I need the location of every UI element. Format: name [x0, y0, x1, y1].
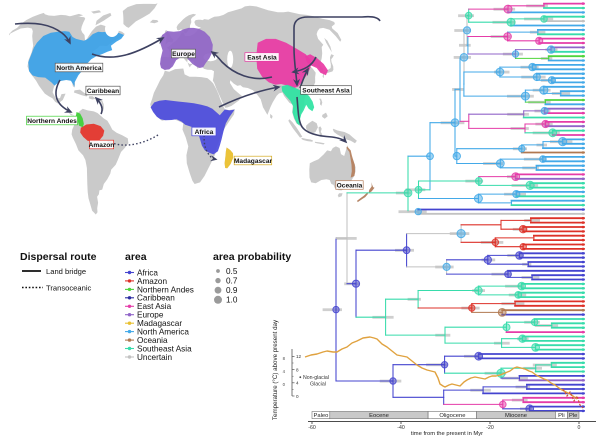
svg-text:4: 4: [296, 381, 299, 386]
svg-text:8: 8: [283, 356, 286, 361]
svg-text:Dispersal route: Dispersal route: [20, 251, 97, 263]
svg-text:0.5: 0.5: [226, 267, 238, 276]
svg-text:0: 0: [296, 394, 299, 399]
svg-text:Land bridge: Land bridge: [46, 267, 86, 276]
svg-text:Pli: Pli: [558, 413, 564, 419]
svg-text:East Asia: East Asia: [137, 302, 172, 311]
svg-text:Oceania: Oceania: [137, 336, 168, 345]
svg-text:East Asia: East Asia: [247, 54, 277, 61]
svg-text:North America: North America: [56, 65, 102, 72]
svg-text:Northern Andes: Northern Andes: [137, 285, 194, 294]
svg-text:area probability: area probability: [213, 251, 291, 263]
svg-text:4: 4: [283, 369, 286, 374]
svg-text:Caribbean: Caribbean: [137, 294, 175, 303]
svg-text:-20: -20: [486, 425, 494, 431]
svg-text:Amazon: Amazon: [137, 277, 167, 286]
svg-text:-60: -60: [308, 425, 316, 431]
svg-text:area: area: [125, 251, 147, 263]
svg-text:Madagascar: Madagascar: [137, 319, 182, 328]
svg-text:Africa: Africa: [195, 129, 214, 136]
svg-text:0: 0: [283, 382, 286, 387]
svg-text:Temperature (°C) above present: Temperature (°C) above present day: [272, 319, 279, 420]
svg-text:12: 12: [296, 354, 302, 359]
svg-text:0.9: 0.9: [226, 286, 238, 295]
svg-text:0: 0: [578, 425, 581, 431]
svg-text:1.0: 1.0: [226, 296, 238, 305]
svg-text:Africa: Africa: [137, 268, 158, 277]
svg-text:Oceania: Oceania: [337, 182, 363, 189]
svg-text:8: 8: [296, 367, 299, 372]
svg-text:time from the present in Myr: time from the present in Myr: [411, 431, 483, 437]
svg-text:Paleo: Paleo: [313, 413, 328, 419]
svg-text:Uncertain: Uncertain: [137, 353, 172, 362]
svg-text:North America: North America: [137, 328, 189, 337]
svg-text:Northern Andes: Northern Andes: [27, 118, 77, 125]
svg-text:Caribbean: Caribbean: [87, 88, 119, 95]
svg-text:Europe: Europe: [172, 51, 195, 58]
svg-text:Southeast Asia: Southeast Asia: [137, 344, 192, 353]
svg-text:Transoceanic: Transoceanic: [46, 284, 92, 293]
svg-text:Glacial: Glacial: [310, 381, 326, 387]
svg-text:Southeast Asia: Southeast Asia: [302, 87, 350, 94]
svg-text:Miocene: Miocene: [505, 413, 527, 419]
svg-text:Non-glacial: Non-glacial: [303, 375, 329, 381]
svg-text:Amazon: Amazon: [89, 142, 115, 149]
svg-text:Oligocene: Oligocene: [439, 413, 465, 419]
svg-text:Europe: Europe: [137, 311, 164, 320]
svg-text:0.7: 0.7: [226, 277, 238, 286]
svg-text:-40: -40: [397, 425, 405, 431]
svg-text:Eocene: Eocene: [369, 413, 389, 419]
svg-text:Ple: Ple: [569, 413, 577, 419]
svg-text:Madagascar: Madagascar: [234, 158, 273, 165]
